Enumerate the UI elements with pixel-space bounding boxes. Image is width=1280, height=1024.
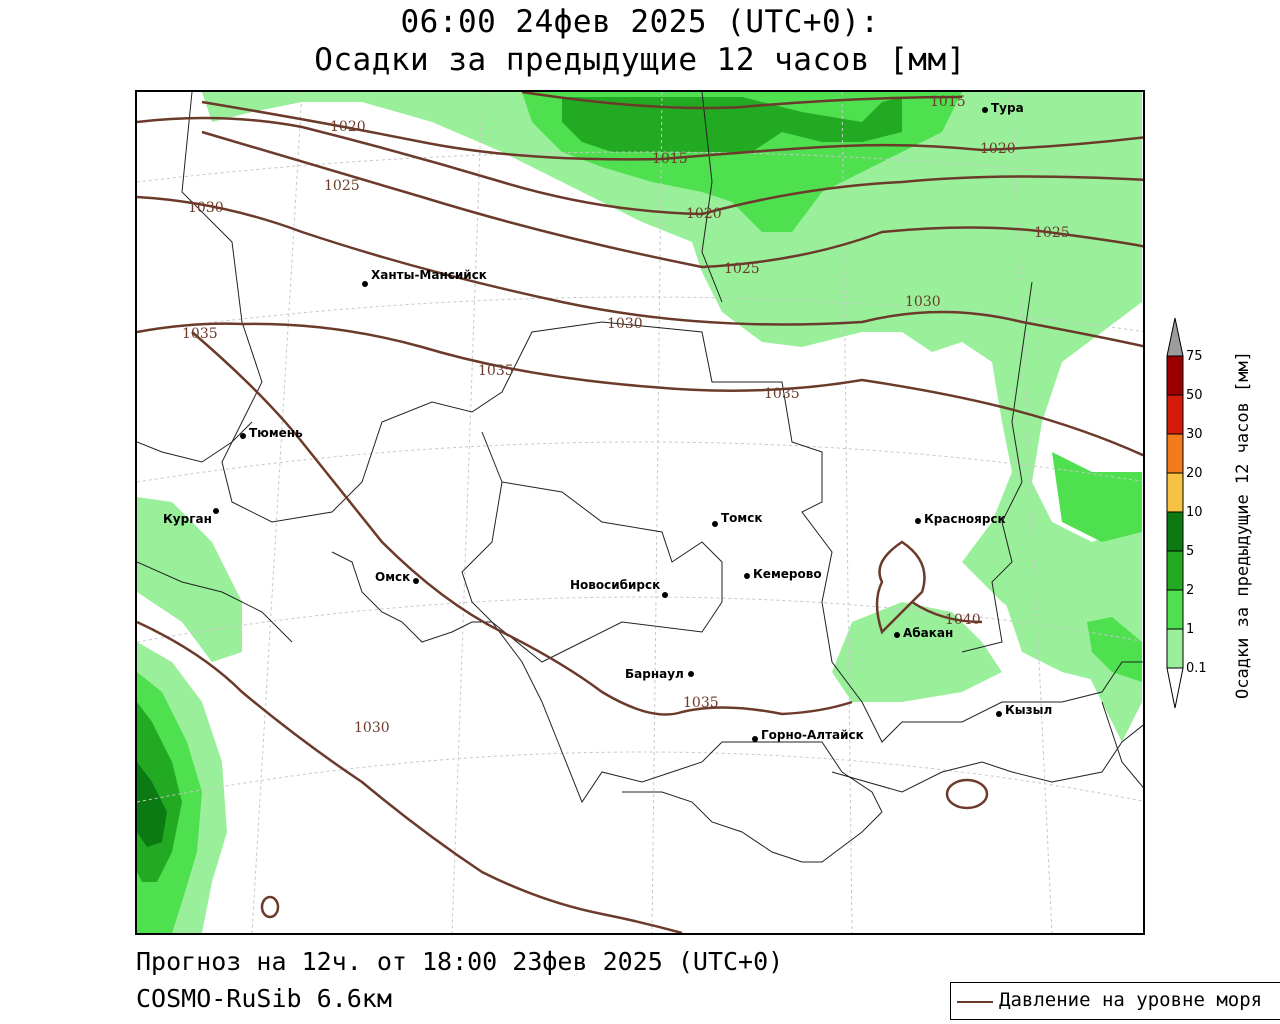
isobar-label: 1035: [683, 695, 719, 711]
city-tomsk: Томск: [712, 511, 763, 527]
city-krasnoyarsk: Красноярск: [915, 512, 1006, 526]
precip-area-east: [1052, 452, 1142, 542]
precip-colorbar: 75 50 30 20 10 5 2 1 0.1: [1166, 317, 1207, 709]
cities: Тура Ханты-Мансийск Тюмень Курган Омск Н…: [163, 101, 1052, 742]
isobar-label: 1035: [764, 386, 800, 402]
precip-area-southeast-3: [1087, 617, 1142, 682]
colorbar-bin-50: [1166, 394, 1184, 435]
svg-text:Омск: Омск: [375, 570, 410, 584]
colorbar-bottom-cap: [1166, 667, 1184, 709]
colorbar-bin-5: [1166, 550, 1184, 591]
colorbar-bin-2: [1166, 589, 1184, 630]
svg-text:Томск: Томск: [721, 511, 763, 525]
svg-text:Курган: Курган: [163, 512, 212, 526]
city-abakan: Абакан: [894, 626, 953, 640]
isobar-label: 1035: [182, 326, 218, 342]
precip-area-southwest-10mm: [137, 762, 167, 847]
map-subtitle: Осадки за предыдущие 12 часов [мм]: [314, 42, 966, 78]
isobar-label: 1020: [686, 206, 722, 222]
isobar-label: 1015: [652, 151, 688, 167]
city-khanty-mansiysk: Ханты-Мансийск: [362, 268, 487, 287]
city-omsk: Омск: [375, 570, 419, 584]
isobar-labels: 1015 1015 1020 1020 1020 1025 1025 1025 …: [182, 94, 1070, 736]
colorbar-bin-1: [1166, 628, 1184, 669]
isobar-label: 1025: [324, 178, 360, 194]
isobar-label: 1015: [930, 94, 966, 110]
city-barnaul: Барнаул: [625, 667, 694, 681]
colorbar-top-cap: [1166, 317, 1184, 357]
isobar-label: 1030: [607, 316, 643, 332]
isobar-label: 1040: [945, 612, 981, 628]
colorbar-bin-30: [1166, 433, 1184, 474]
city-tyumen: Тюмень: [240, 426, 303, 440]
colorbar-title: Осадки за предыдущие 12 часов [мм]: [1233, 351, 1253, 699]
isobars: [137, 92, 1143, 933]
precip-area-north: [202, 92, 1142, 742]
colorbar-tick-label: 10: [1186, 505, 1203, 520]
svg-text:Тура: Тура: [991, 101, 1024, 115]
city-tura: Тура: [982, 101, 1024, 115]
colorbar-bin-20: [1166, 472, 1184, 513]
isobar-label: 1025: [724, 261, 760, 277]
svg-text:Горно-Алтайск: Горно-Алтайск: [761, 728, 864, 742]
isobar-label: 1035: [478, 363, 514, 379]
isobar-label: 1030: [188, 200, 224, 216]
svg-text:Кемерово: Кемерово: [753, 567, 822, 581]
isobar-legend-label: Давление на уровне моря: [999, 989, 1263, 1011]
precip-area-southeast: [832, 602, 1002, 702]
colorbar-tick-label: 0.1: [1186, 661, 1207, 676]
colorbar-tick-label: 20: [1186, 466, 1203, 481]
city-kemerovo: Кемерово: [744, 567, 822, 581]
svg-text:Ханты-Мансийск: Ханты-Мансийск: [371, 268, 487, 282]
map-title: 06:00 24фев 2025 (UTC+0):: [400, 4, 880, 40]
colorbar-tick-label: 50: [1186, 388, 1203, 403]
colorbar-bin-75: [1166, 355, 1184, 396]
forecast-info: Прогноз на 12ч. от 18:00 23фев 2025 (UTC…: [136, 947, 784, 976]
precip-area-west: [137, 497, 242, 662]
isobar-legend: Давление на уровне моря: [950, 982, 1280, 1020]
isobar-label: 1020: [330, 119, 366, 135]
map-panel: 1015 1015 1020 1020 1020 1025 1025 1025 …: [135, 90, 1145, 935]
svg-text:Кызыл: Кызыл: [1005, 703, 1052, 717]
colorbar-tick-label: 2: [1186, 583, 1194, 598]
admin-borders: [137, 92, 1143, 863]
precipitation-map: 1015 1015 1020 1020 1020 1025 1025 1025 …: [137, 92, 1143, 933]
svg-text:Красноярск: Красноярск: [924, 512, 1006, 526]
svg-text:Новосибирск: Новосибирск: [570, 578, 660, 592]
precip-area-north-5mm: [562, 97, 902, 152]
svg-text:Барнаул: Барнаул: [625, 667, 684, 681]
svg-text:Тюмень: Тюмень: [249, 426, 303, 440]
isobar-legend-line: [957, 1001, 993, 1003]
isobar-label: 1030: [354, 720, 390, 736]
city-novosibirsk: Новосибирск: [570, 578, 668, 598]
precip-areas: [137, 92, 1142, 933]
svg-text:Осадки за предыдущие 12 часов: Осадки за предыдущие 12 часов [мм]: [1233, 351, 1253, 699]
colorbar-tick-label: 30: [1186, 427, 1203, 442]
model-name: COSMO-RuSib 6.6км: [136, 984, 392, 1013]
city-kyzyl: Кызыл: [996, 703, 1052, 717]
isobar-label: 1020: [980, 141, 1016, 157]
colorbar-tick-label: 75: [1186, 349, 1203, 364]
city-kurgan: Курган: [163, 508, 219, 526]
svg-text:Абакан: Абакан: [903, 626, 953, 640]
isobar-label: 1030: [905, 294, 941, 310]
graticule: [137, 92, 1143, 933]
colorbar-tick-label: 5: [1186, 544, 1194, 559]
colorbar-bin-10: [1166, 511, 1184, 552]
colorbar-tick-label: 1: [1186, 622, 1194, 637]
city-gorno-altaysk: Горно-Алтайск: [752, 728, 864, 742]
isobar-label: 1025: [1034, 225, 1070, 241]
